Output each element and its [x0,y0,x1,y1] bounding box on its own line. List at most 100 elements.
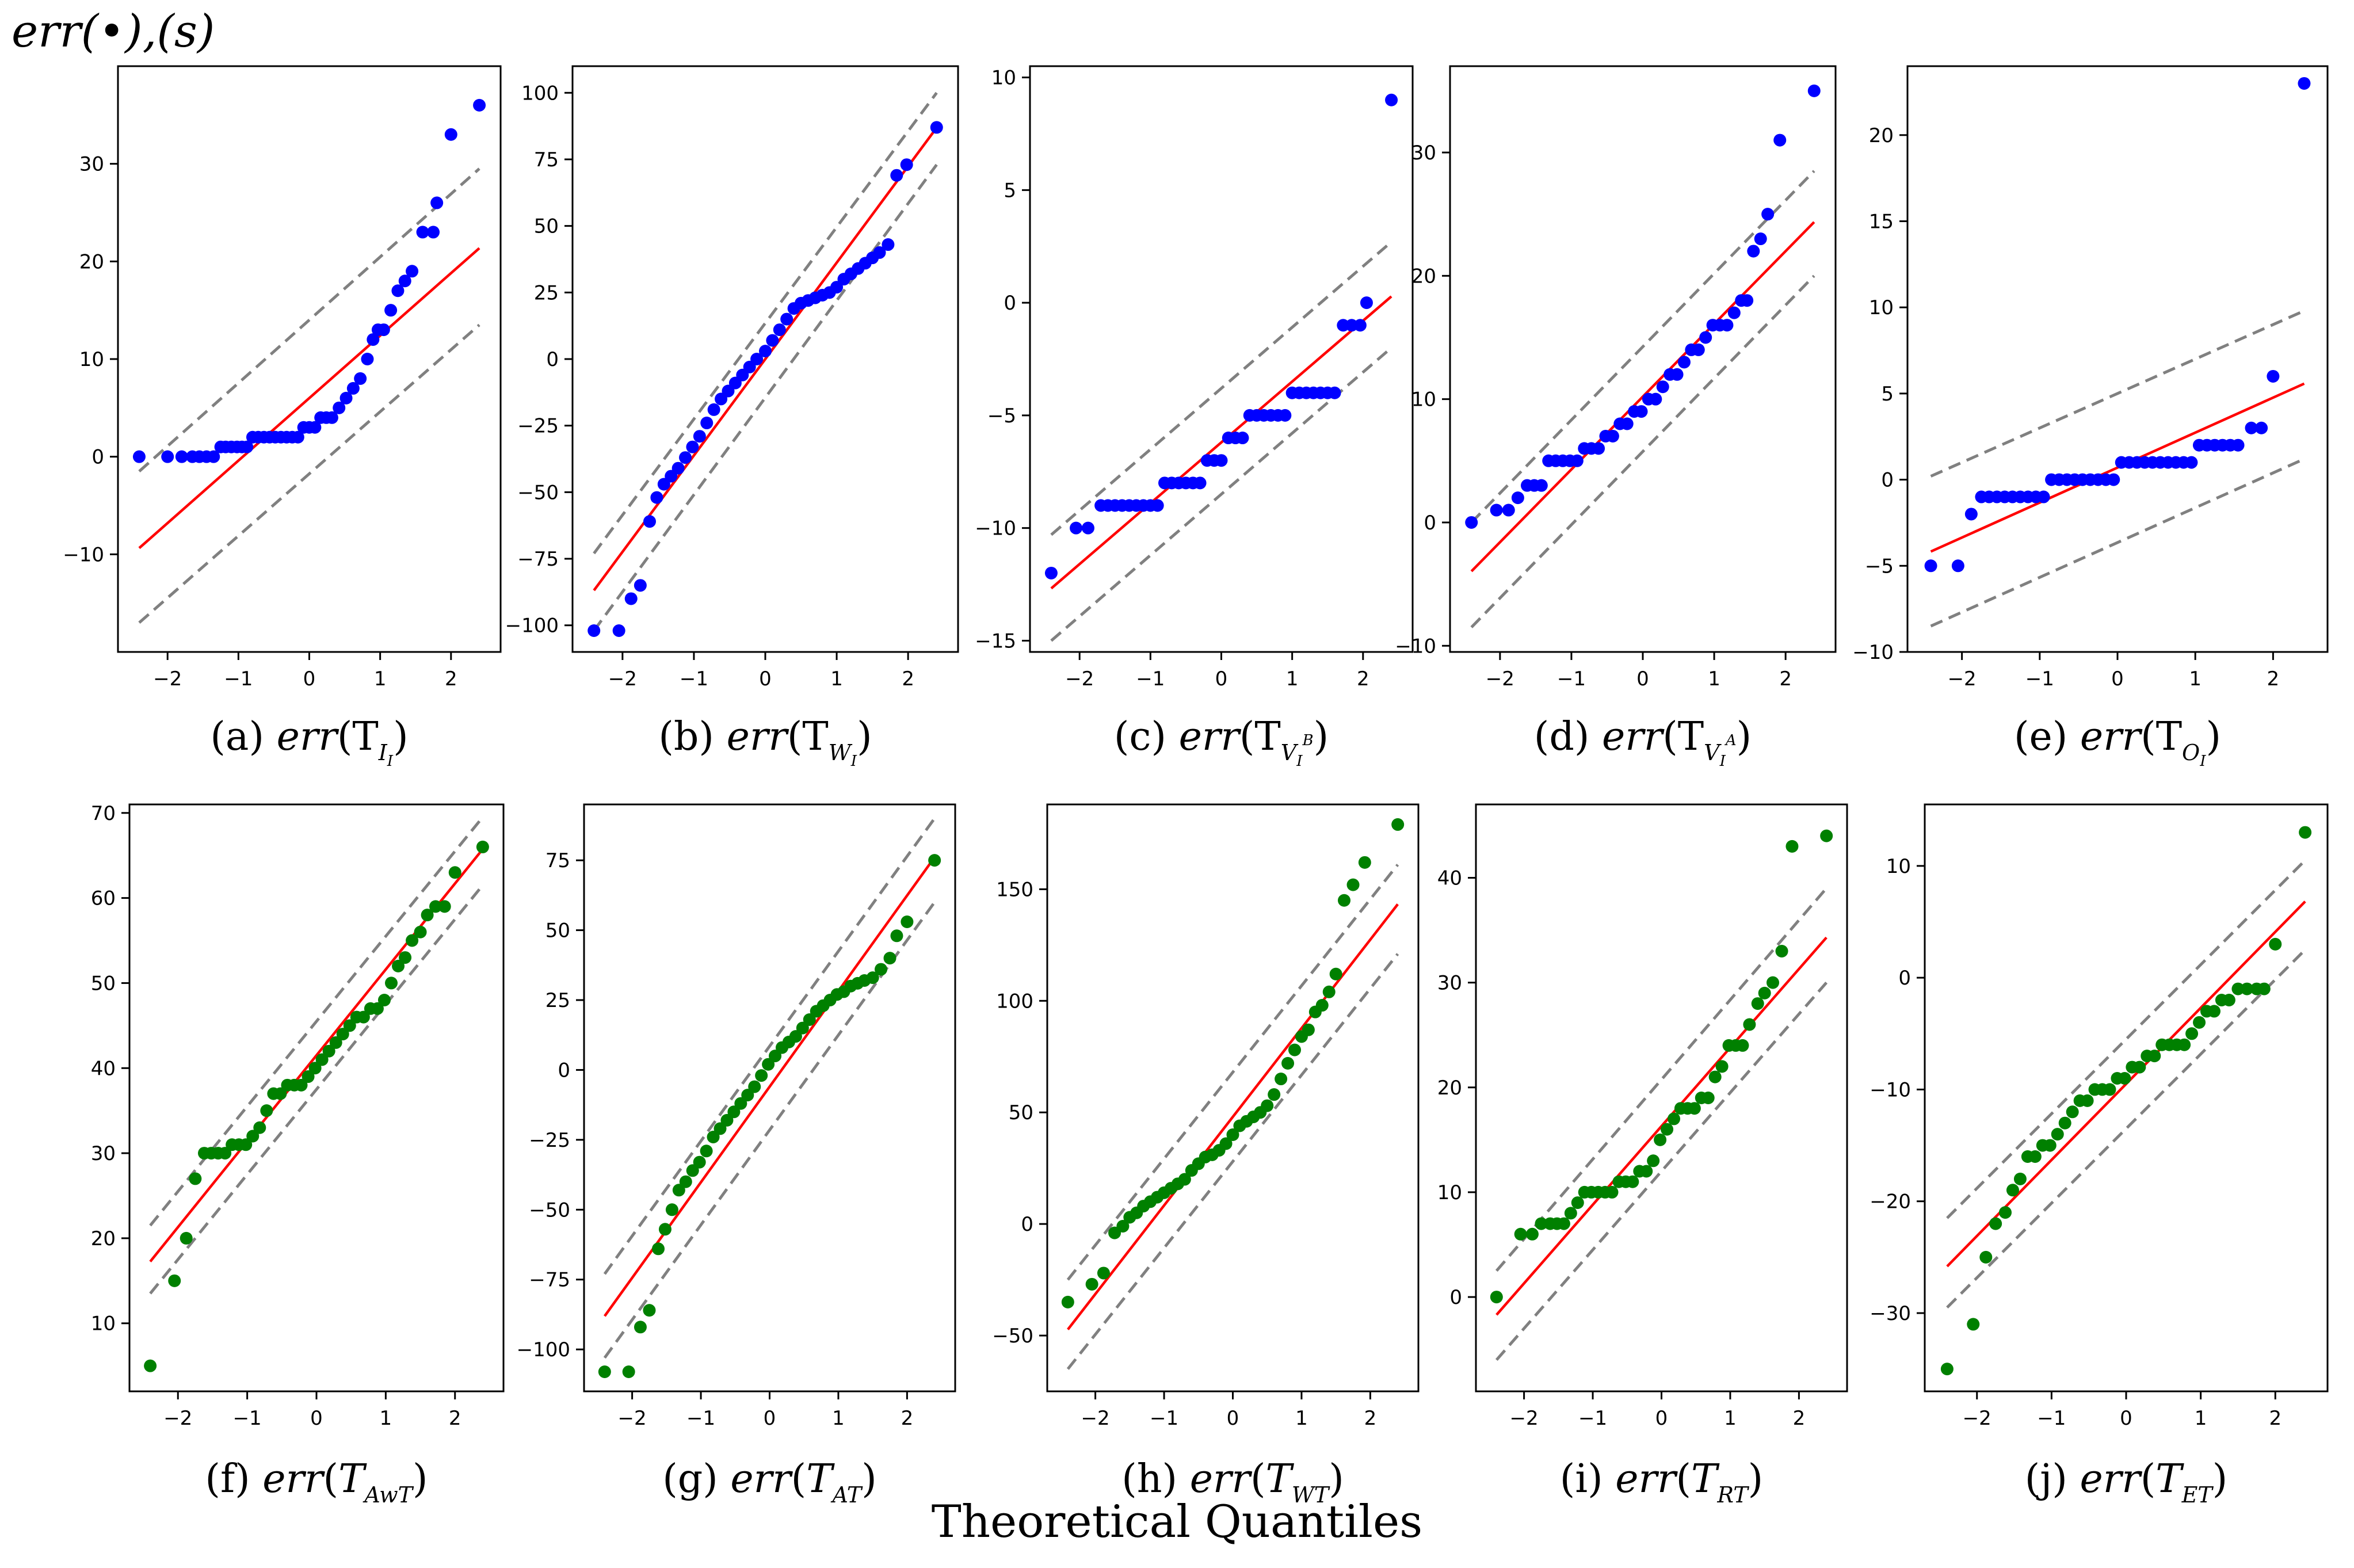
x-tick-label: 0 [764,1407,776,1430]
data-point [930,121,943,134]
data-point [769,1050,782,1063]
caption-close-paren: ) [1737,714,1752,760]
data-point [714,1122,727,1135]
y-tick-label: 5 [1004,179,1016,202]
caption-d: (d) err(TVIA) [1534,714,1752,770]
caption-close-paren: ) [1314,714,1329,760]
data-point [720,1113,734,1127]
y-tick-label: 25 [545,989,570,1012]
data-point [1699,331,1712,344]
caption-sub2: I [2199,753,2206,770]
caption-prefix: (e) [2014,714,2080,760]
x-tick-label: −1 [2037,1407,2066,1430]
data-point [1353,319,1367,332]
caption-func: err [1615,1456,1678,1502]
x-tick-label: 2 [901,1407,914,1430]
panel-g: −2 −1 0 1 2 −100 −75 −50 −25 0 25 50 75 (g) err(TAT) [517,803,956,1508]
data-point [295,1078,308,1092]
data-point [1747,245,1760,258]
y-tick-label: 0 [546,348,559,371]
caption-i: (i) err(TRT) [1560,1456,1763,1508]
data-point [1116,1220,1130,1233]
data-point [2241,982,2253,995]
y-tick-label: −100 [517,1338,570,1361]
data-point [1592,442,1605,455]
data-point [1751,997,1764,1010]
data-point [1511,491,1524,505]
y-tick-label: 20 [79,250,104,273]
x-tick-label: 2 [1357,667,1369,690]
data-point [1178,1173,1191,1186]
band-lower-line [1946,948,2306,1309]
data-point [650,491,663,504]
data-point [2028,1150,2042,1163]
data-point [789,1030,802,1043]
caption-close-paren: ) [413,1456,428,1502]
data-point [421,909,434,922]
data-point [1654,1133,1667,1146]
caption-prefix: (f) [205,1456,262,1502]
data-point [2255,421,2268,434]
data-point [890,169,903,182]
band-lower-line [149,884,484,1295]
data-point [652,1242,665,1256]
caption-paren: ( [1250,1456,1266,1502]
data-point [1649,392,1662,406]
caption-arg: T [338,1456,367,1502]
y-tick-label: 20 [1411,265,1436,288]
data-point [308,421,322,434]
caption-sub: ET [2181,1482,2214,1508]
caption-j: (j) err(TET) [2025,1456,2228,1508]
data-point [750,353,764,365]
caption-paren: ( [791,1456,807,1502]
fit-line [138,247,480,550]
axes-frame [1029,65,1414,653]
data-point [2193,1016,2206,1029]
caption-prefix: (c) [1114,714,1179,760]
caption-func: err [730,1456,793,1502]
x-tick-label: 0 [2111,667,2124,690]
data-point [1677,356,1691,369]
caption-sup: A [1725,732,1737,749]
y-tick-label: 20 [1869,124,1894,147]
x-tick-label: 2 [1779,667,1792,690]
caption-h: (h) err(TWT) [1121,1456,1344,1508]
data-point [686,1164,699,1177]
data-point [672,461,685,475]
band-upper-line [593,91,938,555]
data-point [168,1274,181,1287]
x-tick-label: −1 [686,1407,715,1430]
y-tick-label: 0 [1021,1213,1033,1236]
caption-func: err [277,714,339,760]
data-point [1989,1217,2002,1230]
data-point [634,1321,647,1334]
caption-sub: W [829,740,853,765]
data-point [2245,421,2258,434]
axes-frame [1449,65,1837,653]
data-point [239,1138,253,1151]
y-tick-label: 20 [1437,1077,1462,1100]
caption-a: (a) err(TII) [210,714,408,770]
band-upper-line [1946,859,2306,1219]
y-tick-label: 30 [79,153,104,176]
x-tick-label: 0 [303,667,316,690]
caption-arg: T [806,1456,835,1502]
x-tick-label: −2 [1510,1407,1539,1430]
data-point [1979,1250,1993,1264]
band-upper-line [149,816,484,1227]
y-tick-label: −10 [1870,1078,1911,1101]
data-point [882,238,895,251]
data-point [1465,516,1478,529]
x-tick-label: 0 [310,1407,323,1430]
x-tick-label: 1 [832,1407,845,1430]
data-point [1564,1207,1577,1220]
data-point [707,403,720,416]
x-tick-label: 2 [1364,1407,1377,1430]
data-point [796,1021,809,1035]
data-point [748,1080,761,1093]
caption-close-paren: ) [861,1456,877,1502]
fit-line [604,856,936,1317]
data-point [587,624,601,637]
y-tick-label: −5 [1865,555,1894,578]
